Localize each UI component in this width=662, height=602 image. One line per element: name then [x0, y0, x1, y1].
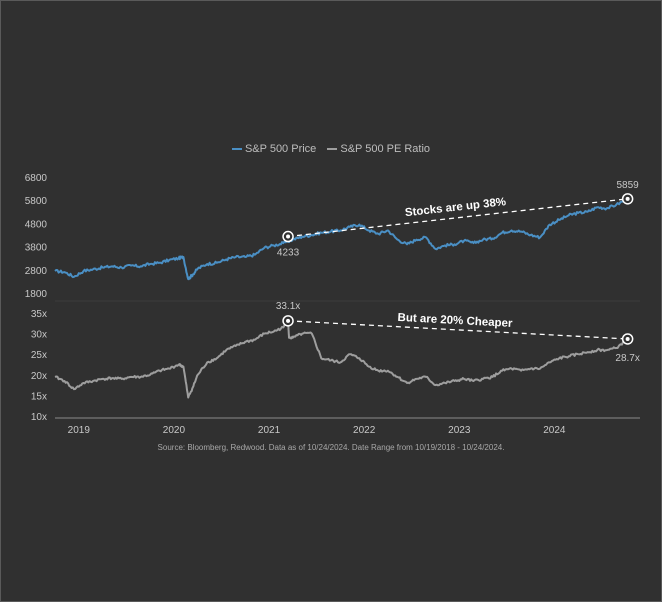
x-tick-label: 2019: [68, 425, 91, 436]
price-end-label: 5859: [617, 180, 640, 191]
price-ytick-label: 3800: [25, 243, 48, 254]
pe-ytick-label: 35x: [31, 309, 47, 320]
pe-end-label: 28.7x: [615, 353, 639, 364]
price-ytick-label: 4800: [25, 219, 48, 230]
pe-ytick-label: 20x: [31, 371, 47, 382]
pe-start-label: 33.1x: [276, 301, 300, 312]
price-ytick-label: 5800: [25, 196, 48, 207]
price-ytick-label: 2800: [25, 266, 48, 277]
pe-trend-dashed-line: [288, 320, 628, 340]
price-series-line: [54, 198, 629, 281]
x-tick-label: 2022: [353, 425, 376, 436]
legend-item-pe: S&P 500 PE Ratio: [327, 143, 430, 155]
legend-swatch-pe: [327, 148, 338, 151]
x-tick-label: 2021: [258, 425, 281, 436]
legend-label-pe: S&P 500 PE Ratio: [340, 143, 431, 155]
price-ytick-label: 1800: [25, 289, 48, 300]
legend-label-price: S&P 500 Price: [244, 143, 317, 155]
price-end-marker-dot: [625, 196, 630, 201]
legend: S&P 500 Price S&P 500 PE Ratio: [0, 143, 662, 155]
pe-series-line: [54, 319, 629, 399]
pe-ytick-label: 10x: [31, 412, 47, 423]
pe-ytick-label: 30x: [31, 330, 47, 341]
price-start-label: 4233: [277, 248, 300, 259]
x-tick-label: 2024: [543, 425, 566, 436]
x-tick-label: 2023: [448, 425, 471, 436]
pe-start-marker-dot: [286, 318, 291, 323]
pe-end-marker-dot: [625, 336, 630, 341]
price-ytick-label: 6800: [25, 173, 48, 184]
pe-ytick-label: 15x: [31, 391, 47, 402]
price-trend-dashed-line: [287, 198, 628, 238]
pe-ytick-label: 25x: [31, 350, 47, 361]
x-tick-label: 2020: [163, 425, 186, 436]
price-callout: Stocks are up 38%: [404, 196, 506, 219]
price-start-marker-dot: [286, 234, 291, 239]
legend-swatch-price: [231, 148, 242, 151]
source-note: Source: Bloomberg, Redwood. Data as of 1…: [157, 443, 505, 452]
legend-item-price: S&P 500 Price: [231, 143, 317, 155]
